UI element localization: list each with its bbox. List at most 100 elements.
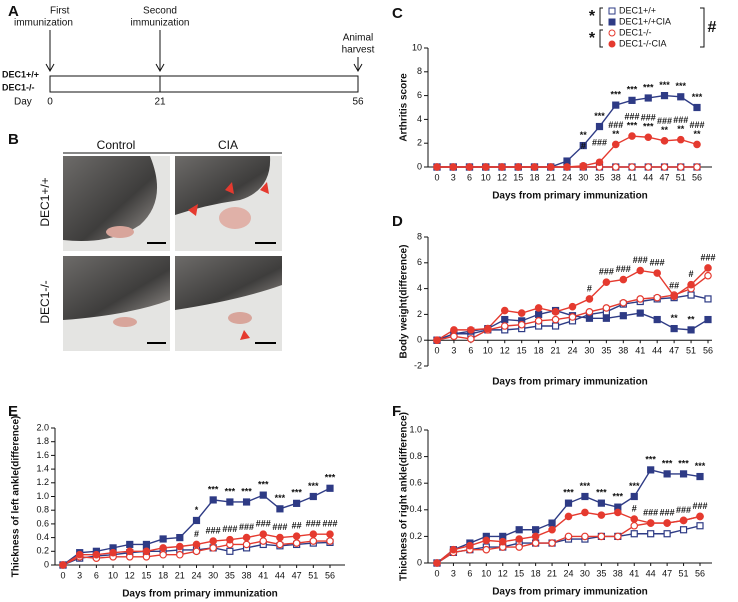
- marker: [433, 559, 441, 567]
- significance-label: ***: [594, 111, 605, 121]
- significance-label: ***: [695, 461, 706, 471]
- marker: [125, 547, 134, 556]
- marker: [687, 280, 695, 289]
- marker: [611, 140, 620, 149]
- significance-label: ###: [616, 264, 631, 274]
- marker: [563, 163, 571, 171]
- x-tick-label: 30: [580, 568, 590, 578]
- x-tick-label: 10: [483, 346, 493, 356]
- x-tick-label: 41: [629, 568, 639, 578]
- marker: [663, 519, 671, 527]
- y-tick-label: 0.6: [36, 518, 49, 528]
- significance-label: ***: [258, 480, 269, 490]
- marker: [292, 532, 301, 541]
- x-tick-label: 21: [546, 172, 556, 182]
- significance-label: ***: [692, 92, 703, 102]
- marker: [433, 163, 441, 171]
- x-axis-title: Days from primary immunization: [122, 589, 278, 600]
- marker: [693, 103, 701, 112]
- significance-label: #: [632, 503, 637, 513]
- marker: [209, 544, 217, 552]
- significance-label: *: [195, 505, 199, 515]
- x-tick-label: 38: [611, 172, 621, 182]
- y-axis-title: Body weight(difference): [399, 245, 410, 359]
- x-tick-label: 3: [77, 570, 82, 580]
- marker: [679, 526, 688, 534]
- marker: [449, 545, 458, 554]
- marker: [568, 302, 577, 311]
- row-label: DEC1-/-: [38, 280, 52, 323]
- marker: [534, 317, 543, 325]
- marker: [326, 537, 334, 545]
- event-label: First: [50, 6, 70, 17]
- scale-bars: [147, 242, 276, 344]
- x-tick-label: 24: [567, 346, 577, 356]
- y-tick-label: 0.8: [36, 505, 49, 515]
- significance-label: ###: [650, 257, 665, 267]
- y-tick-label: 0: [417, 335, 422, 345]
- marker: [670, 324, 678, 333]
- marker: [309, 530, 318, 538]
- marker: [628, 96, 636, 104]
- marker: [501, 315, 509, 324]
- significance-label: ###: [676, 505, 691, 515]
- significance-label: ###: [657, 116, 672, 126]
- panel-label: C: [392, 5, 403, 22]
- day-label: Day: [14, 97, 32, 108]
- x-tick-label: 6: [94, 570, 99, 580]
- x-tick-label: 35: [594, 172, 604, 182]
- marker: [293, 499, 301, 507]
- x-tick-label: 24: [562, 172, 572, 182]
- marker: [450, 326, 458, 334]
- x-tick-label: 6: [467, 172, 472, 182]
- x-tick-label: 56: [692, 172, 702, 182]
- x-tick-label: 18: [534, 346, 544, 356]
- significance-label: ###: [689, 120, 704, 130]
- legend-note: *: [589, 8, 596, 25]
- marker: [176, 533, 184, 542]
- marker: [546, 163, 555, 171]
- marker: [597, 532, 606, 541]
- x-tick-label: 35: [225, 570, 235, 580]
- y-tick-label: 4: [417, 283, 422, 293]
- significance-label: #: [587, 283, 592, 293]
- marker: [482, 536, 491, 545]
- y-tick-label: 0: [417, 161, 422, 171]
- x-tick-label: 41: [258, 570, 268, 580]
- significance-label: ***: [291, 488, 302, 498]
- marker: [563, 157, 571, 165]
- x-tick-label: 41: [635, 346, 645, 356]
- significance-label: ###: [700, 252, 715, 262]
- marker: [433, 336, 441, 345]
- marker: [500, 306, 509, 315]
- marker: [242, 533, 251, 542]
- significance-label: **: [661, 125, 669, 135]
- x-tick-label: 3: [451, 568, 456, 578]
- event-label: Second: [143, 6, 177, 17]
- significance-label: ***: [675, 81, 686, 91]
- marker: [602, 314, 610, 322]
- marker: [500, 322, 509, 330]
- x-tick-label: 51: [686, 346, 696, 356]
- marker: [126, 540, 134, 549]
- marker: [579, 162, 588, 170]
- significance-label: ***: [208, 484, 219, 494]
- marker: [259, 530, 268, 538]
- x-tick-label: 51: [308, 570, 318, 580]
- x-tick-label: 35: [601, 346, 611, 356]
- y-tick-label: 1.0: [36, 491, 49, 501]
- significance-label: ***: [563, 488, 574, 498]
- x-tick-label: 15: [513, 172, 523, 182]
- marker: [602, 278, 611, 286]
- x-tick-label: 56: [695, 568, 705, 578]
- marker: [619, 275, 628, 284]
- legend-label: DEC1-/-: [619, 27, 652, 37]
- x-tick-label: 47: [662, 568, 672, 578]
- marker: [676, 163, 685, 171]
- significance-label: #: [581, 141, 586, 151]
- significance-label: ###: [673, 115, 688, 125]
- x-tick-label: 18: [158, 570, 168, 580]
- y-tick-label: 8: [417, 66, 422, 76]
- marker: [276, 540, 284, 549]
